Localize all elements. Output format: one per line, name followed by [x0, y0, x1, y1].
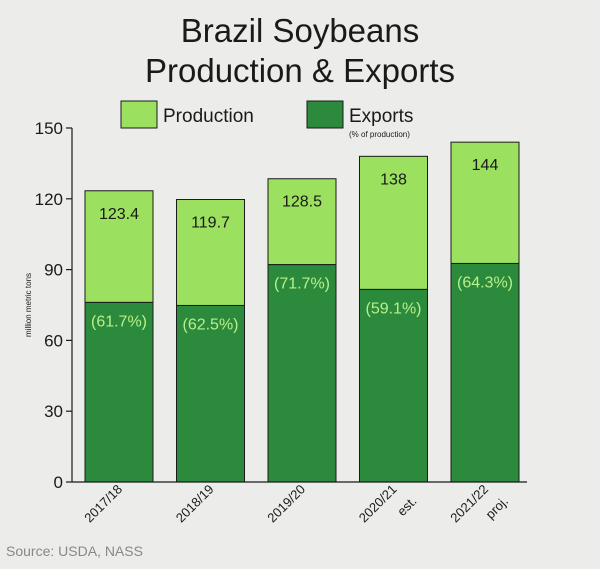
- data-label-exports-pct: (59.1%): [365, 300, 421, 317]
- chart-title-line1: Brazil Soybeans: [181, 12, 419, 49]
- bar-production: [267, 178, 337, 266]
- legend-label-production: Production: [163, 106, 254, 127]
- x-tick-sublabel: proj.: [483, 493, 511, 521]
- y-axis-label: million metric tons: [24, 273, 33, 337]
- data-label-exports-pct: (71.7%): [274, 276, 330, 293]
- x-tick-label: 2018/19: [173, 482, 217, 526]
- data-label-production: 128.5: [282, 194, 322, 211]
- legend-swatch-exports: [306, 100, 344, 129]
- bar-production: [450, 141, 520, 264]
- bars: 123.4 (61.7%) 119.7 (62.5%) 128.5 (71.7%) 138 (…: [84, 141, 520, 483]
- x-tick-label: 2020/21: [356, 482, 400, 526]
- legend-swatch-production: [120, 100, 158, 129]
- y-tick-label: 90: [44, 261, 63, 280]
- data-label-exports-pct: (62.5%): [182, 316, 238, 333]
- legend-label-exports: Exports: [349, 106, 413, 127]
- bar-exports: [359, 288, 428, 483]
- x-tick-sublabel: est.: [394, 493, 419, 518]
- y-tick-label: 0: [54, 473, 63, 492]
- x-tick-label: 2017/18: [81, 482, 125, 526]
- data-label-exports-pct: (61.7%): [91, 313, 147, 330]
- data-label-production: 144: [472, 157, 499, 174]
- data-label-production: 123.4: [99, 206, 139, 223]
- y-tick-label: 150: [35, 119, 63, 138]
- x-tick-label: 2021/22: [447, 482, 491, 526]
- legend-note-exports: (% of production): [349, 130, 410, 139]
- bar-exports: [450, 262, 520, 483]
- legend: Production Exports (% of production): [120, 100, 413, 139]
- y-tick-label: 60: [44, 331, 63, 350]
- y-tick-label: 30: [44, 402, 63, 421]
- chart-title-line2: Production & Exports: [145, 52, 455, 89]
- y-axis: 0 30 60 90 120 150: [35, 119, 73, 492]
- x-tick-label: 2019/20: [264, 482, 308, 526]
- data-label-production: 119.7: [191, 215, 230, 232]
- bar-production: [359, 155, 428, 290]
- data-label-exports-pct: (64.3%): [457, 274, 513, 291]
- y-tick-label: 120: [35, 190, 63, 209]
- bar-exports: [84, 301, 154, 483]
- bar-exports: [176, 304, 245, 483]
- data-label-production: 138: [380, 171, 407, 188]
- bar-production: [176, 199, 245, 306]
- source-note: Source: USDA, NASS: [6, 543, 143, 559]
- bar-exports: [267, 264, 337, 483]
